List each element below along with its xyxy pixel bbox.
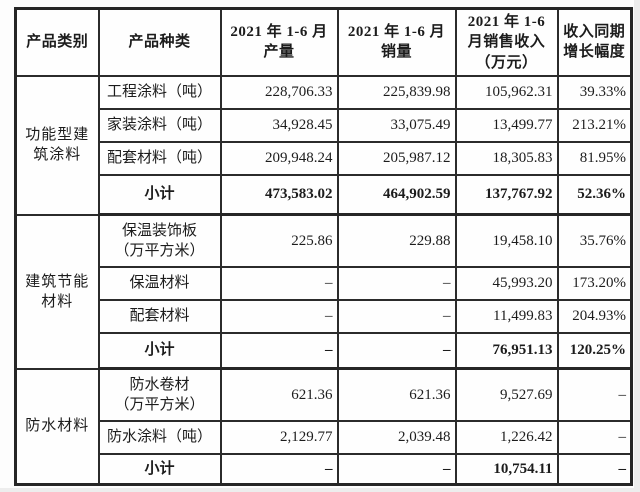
revenue-cell: 1,226.42	[456, 421, 558, 454]
col-header-sales: 2021 年 1-6 月 销量	[338, 9, 456, 76]
sales-cell: –	[338, 300, 456, 333]
product-type-cell: 家装涂料（吨）	[99, 109, 221, 142]
production-cell: –	[221, 300, 338, 333]
product-sales-table: 产品类别 产品种类 2021 年 1-6 月 产量 2021 年 1-6 月 销…	[14, 7, 633, 486]
production-cell: 473,583.02	[221, 175, 338, 215]
subtotal-row: 小计 – – 76,951.13 120.25%	[16, 333, 632, 369]
subtotal-row: 小计 473,583.02 464,902.59 137,767.92 52.3…	[16, 175, 632, 215]
table-row: 配套材料（吨） 209,948.24 205,987.12 18,305.83 …	[16, 142, 632, 175]
product-category-cell: 防水材料	[16, 369, 99, 485]
table-row: 保温材料 – – 45,993.20 173.20%	[16, 267, 632, 300]
col-header-revenue: 2021 年 1-6 月销售收入 （万元）	[456, 9, 558, 76]
growth-cell: 120.25%	[558, 333, 632, 369]
subtotal-label: 小计	[99, 333, 221, 369]
growth-cell: 173.20%	[558, 267, 632, 300]
revenue-cell: 45,993.20	[456, 267, 558, 300]
product-type-cell: 配套材料（吨）	[99, 142, 221, 175]
revenue-cell: 76,951.13	[456, 333, 558, 369]
table-row: 防水涂料（吨） 2,129.77 2,039.48 1,226.42 –	[16, 421, 632, 454]
production-cell: 209,948.24	[221, 142, 338, 175]
production-cell: 621.36	[221, 369, 338, 421]
growth-cell: –	[558, 421, 632, 454]
product-category-cell: 功能型建筑涂料	[16, 76, 99, 215]
growth-cell: 39.33%	[558, 76, 632, 109]
sales-cell: 2,039.48	[338, 421, 456, 454]
sales-cell: –	[338, 267, 456, 300]
sales-cell: 33,075.49	[338, 109, 456, 142]
table-row: 家装涂料（吨） 34,928.45 33,075.49 13,499.77 21…	[16, 109, 632, 142]
sales-cell: 225,839.98	[338, 76, 456, 109]
product-type-cell: 保温装饰板 （万平方米）	[99, 215, 221, 267]
table-row: 配套材料 – – 11,499.83 204.93%	[16, 300, 632, 333]
growth-cell: 81.95%	[558, 142, 632, 175]
production-cell: 34,928.45	[221, 109, 338, 142]
product-type-cell: 保温材料	[99, 267, 221, 300]
revenue-cell: 105,962.31	[456, 76, 558, 109]
product-type-cell: 防水涂料（吨）	[99, 421, 221, 454]
table-row: 功能型建筑涂料 工程涂料（吨） 228,706.33 225,839.98 10…	[16, 76, 632, 109]
table-row: 建筑节能材料 保温装饰板 （万平方米） 225.86 229.88 19,458…	[16, 215, 632, 267]
header-row: 产品类别 产品种类 2021 年 1-6 月 产量 2021 年 1-6 月 销…	[16, 9, 632, 76]
production-cell: –	[221, 454, 338, 485]
sales-cell: 229.88	[338, 215, 456, 267]
col-header-production: 2021 年 1-6 月 产量	[221, 9, 338, 76]
product-type-cell: 配套材料	[99, 300, 221, 333]
growth-cell: –	[558, 369, 632, 421]
col-header-kind: 产品种类	[99, 9, 221, 76]
growth-cell: 213.21%	[558, 109, 632, 142]
revenue-cell: 13,499.77	[456, 109, 558, 142]
product-category-cell: 建筑节能材料	[16, 215, 99, 369]
revenue-cell: 19,458.10	[456, 215, 558, 267]
production-cell: 2,129.77	[221, 421, 338, 454]
col-header-growth: 收入同期 增长幅度	[558, 9, 632, 76]
production-cell: 225.86	[221, 215, 338, 267]
col-header-category: 产品类别	[16, 9, 99, 76]
growth-cell: 35.76%	[558, 215, 632, 267]
product-type-cell: 工程涂料（吨）	[99, 76, 221, 109]
revenue-cell: 11,499.83	[456, 300, 558, 333]
sales-cell: 205,987.12	[338, 142, 456, 175]
production-cell: –	[221, 333, 338, 369]
subtotal-label: 小计	[99, 175, 221, 215]
production-cell: –	[221, 267, 338, 300]
growth-cell: 204.93%	[558, 300, 632, 333]
growth-cell: 52.36%	[558, 175, 632, 215]
revenue-cell: 18,305.83	[456, 142, 558, 175]
revenue-cell: 10,754.11	[456, 454, 558, 485]
sales-cell: –	[338, 454, 456, 485]
table-row: 防水材料 防水卷材 （万平方米） 621.36 621.36 9,527.69 …	[16, 369, 632, 421]
sales-cell: 621.36	[338, 369, 456, 421]
revenue-cell: 137,767.92	[456, 175, 558, 215]
revenue-cell: 9,527.69	[456, 369, 558, 421]
production-cell: 228,706.33	[221, 76, 338, 109]
document-page: 产品类别 产品种类 2021 年 1-6 月 产量 2021 年 1-6 月 销…	[0, 0, 634, 488]
sales-cell: 464,902.59	[338, 175, 456, 215]
sales-cell: –	[338, 333, 456, 369]
product-type-cell: 防水卷材 （万平方米）	[99, 369, 221, 421]
subtotal-label: 小计	[99, 454, 221, 485]
subtotal-row: 小计 – – 10,754.11 –	[16, 454, 632, 485]
growth-cell: –	[558, 454, 632, 485]
